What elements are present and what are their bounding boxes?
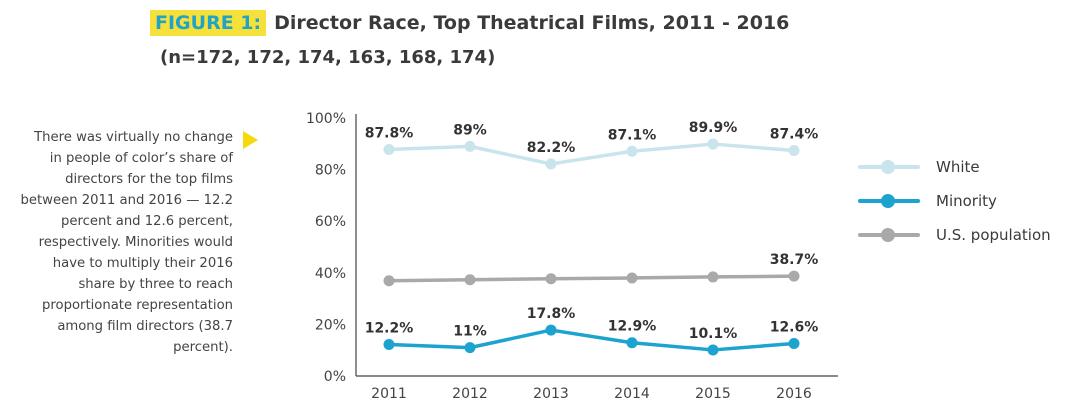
x-tick-label: 2016 [776,386,812,402]
x-tick-label: 2014 [614,386,650,402]
x-tick-label: 2012 [452,386,488,402]
data-label: 38.7% [770,252,819,268]
data-label: 89.9% [689,120,738,136]
data-point [383,275,395,287]
legend-swatch-us-population [858,225,920,245]
data-point [545,324,557,336]
y-tick-label: 40% [315,266,346,282]
y-tick-label: 0% [324,369,346,385]
chart-subtitle: (n=172, 172, 174, 163, 168, 174) [160,47,496,68]
legend-item-us-population: U.S. population [858,218,1051,252]
data-point [707,271,719,283]
y-tick-label: 100% [306,111,346,127]
data-point [383,339,395,351]
pointer-arrow-icon [243,131,258,149]
series-line-1 [387,328,796,352]
data-label: 17.8% [527,306,576,322]
data-label: 12.9% [608,319,657,335]
annotation-note: There was virtually no change in people … [20,130,233,355]
data-label: 89% [453,122,487,138]
data-point [626,337,638,349]
data-point [545,158,557,170]
data-point [626,272,638,284]
data-point [707,344,719,356]
legend-dot-white [881,160,895,174]
legend-swatch-white [858,157,920,177]
data-point [788,337,800,349]
x-tick-label: 2015 [695,386,731,402]
legend-dot-minority [881,194,895,208]
data-label: 87.8% [365,125,414,141]
figure-title-row: FIGURE 1: Director Race, Top Theatrical … [150,10,789,36]
series-line-0 [387,142,796,166]
y-tick-label: 20% [315,317,346,333]
data-label: 87.1% [608,127,657,143]
data-point [788,145,800,157]
series-line-2 [387,274,796,283]
data-point [707,138,719,150]
data-label: 11% [453,324,487,340]
data-label: 12.6% [770,319,819,335]
y-tick-label: 80% [315,163,346,179]
legend-swatch-minority [858,191,920,211]
data-label: 12.2% [365,321,414,337]
legend: White Minority U.S. population [858,150,1051,252]
y-tick-label: 60% [315,214,346,230]
data-point [464,274,476,286]
data-point [464,342,476,354]
data-label: 87.4% [770,127,819,143]
chart-title: Director Race, Top Theatrical Films, 201… [274,12,790,34]
legend-label-white: White [936,158,980,176]
legend-item-minority: Minority [858,184,1051,218]
legend-label-minority: Minority [936,192,997,210]
data-point [545,273,557,285]
figure-label: FIGURE 1: [150,10,267,36]
legend-item-white: White [858,150,1051,184]
x-tick-label: 2011 [371,386,407,402]
data-point [464,140,476,152]
data-label: 10.1% [689,326,738,342]
data-point [788,270,800,282]
x-tick-label: 2013 [533,386,569,402]
legend-label-us-population: U.S. population [936,226,1051,244]
data-point [626,145,638,157]
legend-dot-us-population [881,228,895,242]
data-point [383,143,395,155]
data-label: 82.2% [527,140,576,156]
